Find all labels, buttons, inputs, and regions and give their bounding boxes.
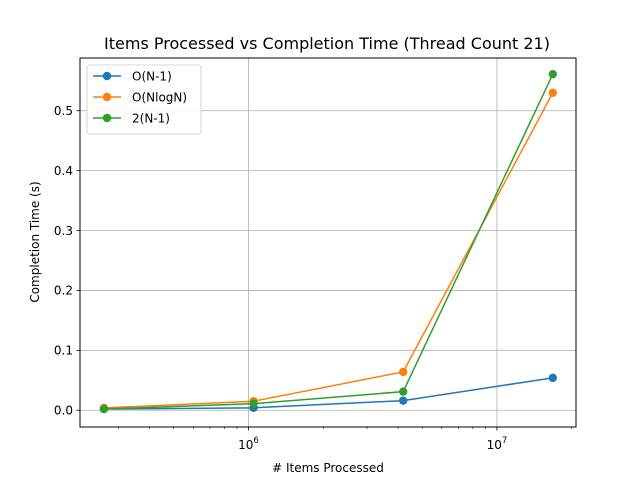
legend-marker xyxy=(102,92,112,102)
legend-item: O(NlogN) xyxy=(93,90,187,104)
data-point xyxy=(398,387,408,396)
data-point xyxy=(398,396,408,405)
series-line xyxy=(103,377,553,410)
axis-ticks: 106 107 0.0 0.1 0.2 0.3 0.4 0.5 xyxy=(54,104,573,452)
legend-item: 2(N-1) xyxy=(93,111,170,125)
legend-label: O(NlogN) xyxy=(132,90,187,104)
data-point xyxy=(99,404,109,414)
data-point xyxy=(398,367,408,377)
legend-label: 2(N-1) xyxy=(132,111,170,125)
series-line xyxy=(103,73,554,410)
y-axis-label: Completion Time (s) xyxy=(28,181,42,302)
legend-marker xyxy=(102,71,112,81)
data-point xyxy=(249,399,258,408)
plot-area-frame xyxy=(79,57,577,428)
y-tick-label: 0.2 xyxy=(54,284,73,298)
y-tick-label: 0.5 xyxy=(54,104,73,118)
chart-title: Items Processed vs Completion Time (Thre… xyxy=(104,34,550,53)
legend-box xyxy=(86,64,202,135)
x-tick-label: 107 xyxy=(487,436,508,452)
series-group xyxy=(99,69,558,414)
x-tick-label: 106 xyxy=(238,436,259,452)
legend-item: O(N-1) xyxy=(93,69,172,83)
legend-marker xyxy=(102,113,112,123)
y-tick-label: 0.0 xyxy=(54,404,73,418)
y-tick-label: 0.3 xyxy=(54,224,73,238)
data-point xyxy=(548,88,558,97)
y-tick-label: 0.4 xyxy=(54,164,73,178)
legend: O(N-1) O(NlogN) 2(N-1) xyxy=(86,64,202,135)
data-point xyxy=(548,373,558,383)
x-axis-label: # Items Processed xyxy=(272,461,384,475)
y-tick-label: 0.1 xyxy=(54,344,73,358)
data-point xyxy=(548,69,558,79)
legend-label: O(N-1) xyxy=(132,69,172,83)
series-3 xyxy=(99,69,558,414)
